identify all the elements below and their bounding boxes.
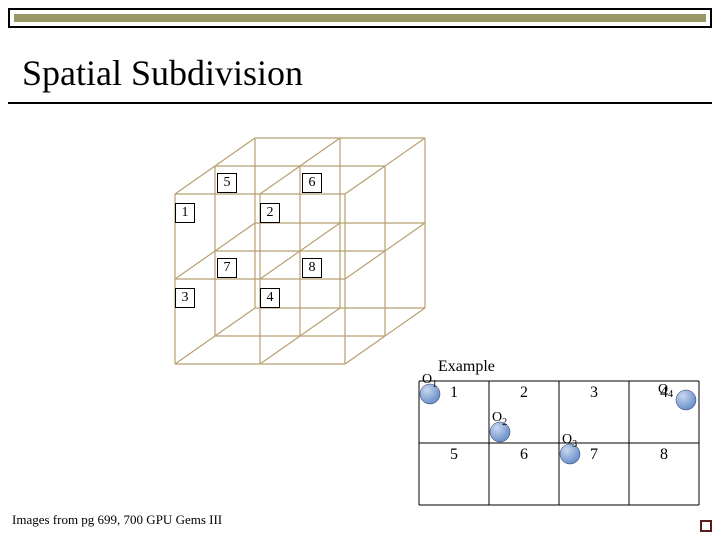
footer-citation: Images from pg 699, 700 GPU Gems III [12, 512, 222, 528]
example-label: Example [438, 358, 495, 376]
cube-cell-label-5: 5 [217, 173, 237, 193]
grid-cell-label-6: 6 [520, 446, 528, 464]
object-label-2: O2 [492, 410, 507, 428]
top-band [14, 14, 706, 22]
grid-cell-label-8: 8 [660, 446, 668, 464]
sphere-icon-4 [676, 390, 696, 410]
corner-square-icon [700, 520, 712, 532]
grid-cell-label-2: 2 [520, 384, 528, 402]
grid-cell-label-5: 5 [450, 446, 458, 464]
object-label-1: O1 [422, 372, 437, 390]
grid-cell-label-1: 1 [450, 384, 458, 402]
grid-cell-label-3: 3 [590, 384, 598, 402]
cube-cell-label-1: 1 [175, 203, 195, 223]
title-underline [8, 102, 712, 104]
cube-diagram: 1 2 3 4 5 6 7 8 [165, 128, 455, 399]
grid-cell-label-7: 7 [590, 446, 598, 464]
page-title: Spatial Subdivision [22, 52, 303, 94]
cube-cell-label-2: 2 [260, 203, 280, 223]
cube-cell-label-8: 8 [302, 258, 322, 278]
grid2d-diagram: 12345678O1O2O3O4 [418, 380, 700, 511]
cube-cell-label-3: 3 [175, 288, 195, 308]
cube-cell-label-7: 7 [217, 258, 237, 278]
object-label-4: O4 [658, 382, 673, 400]
cube-cell-label-4: 4 [260, 288, 280, 308]
cube-cell-label-6: 6 [302, 173, 322, 193]
object-label-3: O3 [562, 432, 577, 450]
